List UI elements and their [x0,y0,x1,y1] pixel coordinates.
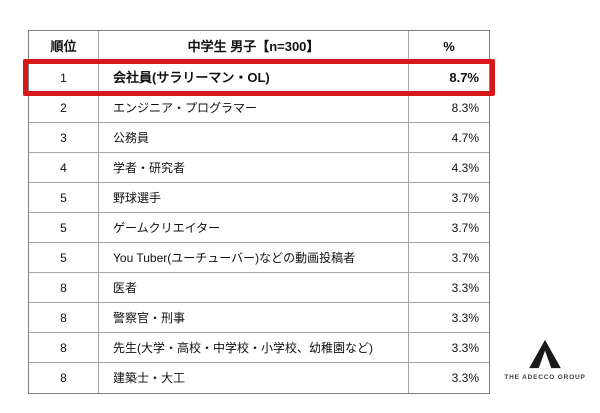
rank-cell: 5 [29,213,99,242]
rank-cell: 2 [29,93,99,122]
rank-cell: 8 [29,303,99,332]
rank-cell: 8 [29,273,99,302]
rank-cell: 3 [29,123,99,152]
job-cell: You Tuber(ユーチューバー)などの動画投稿者 [99,243,409,272]
table-row: 3 公務員 4.7% [29,123,489,153]
table-row: 2 エンジニア・プログラマー 8.3% [29,93,489,123]
percent-cell: 3.3% [451,340,479,355]
table-row: 8 医者 3.3% [29,273,489,303]
table-row: 5 野球選手 3.7% [29,183,489,213]
percent-cell: 3.7% [451,220,479,235]
job-cell: 先生(大学・高校・中学校・小学校、幼稚園など) [99,333,409,362]
header-group: 中学生 男子【n=300】 [99,31,409,62]
header-percent: % [443,39,455,54]
job-cell: 建築士・大工 [99,363,409,393]
rank-cell: 8 [29,363,99,393]
percent-cell: 8.7% [449,70,479,85]
table-row: 1 会社員(サラリーマン・OL) 8.7% [23,59,495,96]
job-cell: 公務員 [99,123,409,152]
header-rank: 順位 [29,31,99,62]
rank-cell: 4 [29,153,99,182]
job-cell: 野球選手 [99,183,409,212]
percent-cell: 8.3% [451,100,479,115]
job-cell: 会社員(サラリーマン・OL) [99,63,409,92]
rank-cell: 8 [29,333,99,362]
table-row: 8 先生(大学・高校・中学校・小学校、幼稚園など) 3.3% [29,333,489,363]
ranking-table: 順位 中学生 男子【n=300】 % 1 会社員(サラリーマン・OL) 8.7%… [23,30,495,394]
job-cell: 警察官・刑事 [99,303,409,332]
rank-cell: 1 [29,63,99,92]
job-cell: 医者 [99,273,409,302]
adecco-triangle-icon [529,339,561,369]
table-row: 8 警察官・刑事 3.3% [29,303,489,333]
job-cell: 学者・研究者 [99,153,409,182]
table-row: 5 You Tuber(ユーチューバー)などの動画投稿者 3.7% [29,243,489,273]
adecco-logo: THE ADECCO GROUP [502,339,588,381]
table-row: 5 ゲームクリエイター 3.7% [29,213,489,243]
percent-cell: 3.3% [451,371,479,385]
percent-cell: 3.7% [451,190,479,205]
rank-cell: 5 [29,183,99,212]
percent-cell: 3.3% [451,280,479,295]
job-cell: エンジニア・プログラマー [99,93,409,122]
table-row: 8 建築士・大工 3.3% [29,363,489,393]
percent-cell: 4.7% [451,130,479,145]
percent-cell: 4.3% [451,160,479,175]
table-row: 4 学者・研究者 4.3% [29,153,489,183]
rank-cell: 5 [29,243,99,272]
percent-cell: 3.7% [451,250,479,265]
job-cell: ゲームクリエイター [99,213,409,242]
adecco-logo-text: THE ADECCO GROUP [504,374,586,381]
table-header-row: 順位 中学生 男子【n=300】 % [29,31,489,63]
percent-cell: 3.3% [451,310,479,325]
